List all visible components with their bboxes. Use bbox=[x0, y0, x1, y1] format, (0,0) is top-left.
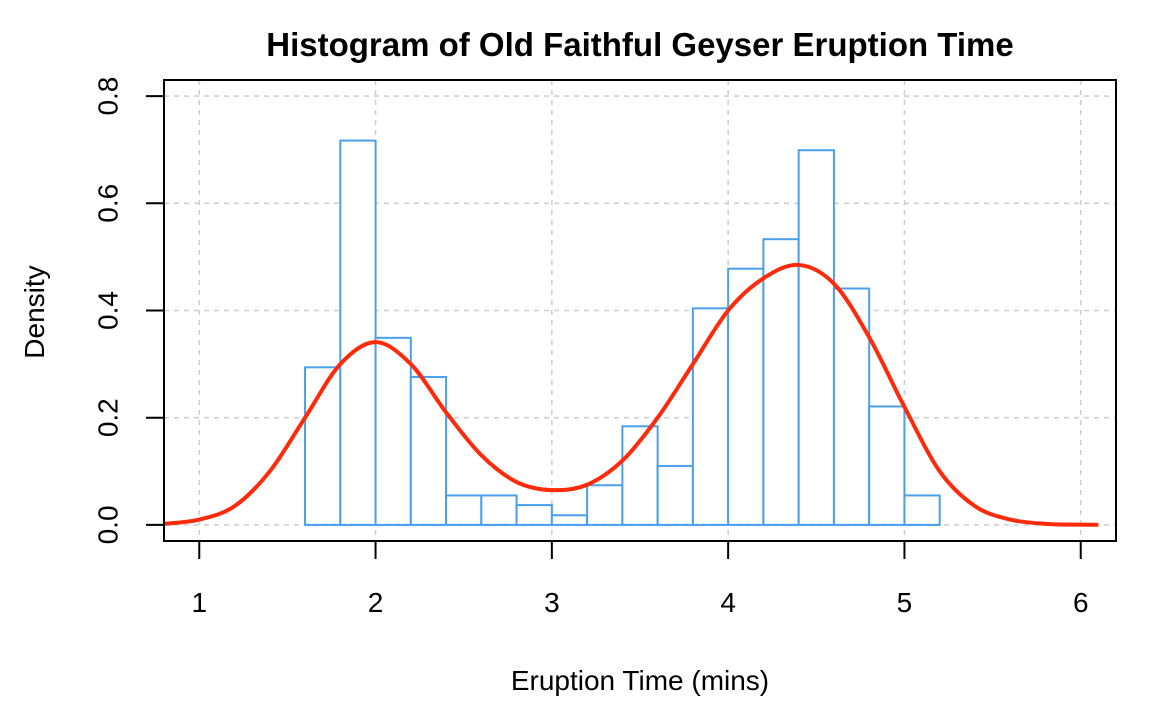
y-axis: 0.0 0.2 0.4 0.6 0.8 bbox=[92, 77, 165, 544]
x-tick-label: 1 bbox=[191, 587, 207, 618]
histogram-bar bbox=[586, 484, 624, 526]
histogram-bar bbox=[409, 375, 448, 526]
histogram-bar bbox=[480, 494, 518, 526]
histogram-bar bbox=[868, 405, 906, 526]
y-tick-label: 0.6 bbox=[92, 184, 123, 223]
y-axis-label: Density bbox=[19, 265, 50, 358]
histogram-bar bbox=[727, 267, 765, 526]
x-tick-label: 6 bbox=[1073, 587, 1089, 618]
histogram-bar bbox=[304, 366, 342, 526]
histogram-bar bbox=[762, 238, 800, 526]
histogram-bars bbox=[304, 139, 941, 526]
y-tick-label: 0.0 bbox=[92, 505, 123, 544]
histogram-bar bbox=[903, 494, 941, 526]
histogram-bar bbox=[797, 149, 835, 526]
histogram-bar bbox=[515, 504, 553, 526]
y-tick-label: 0.2 bbox=[92, 398, 123, 437]
x-axis: 1 2 3 4 5 6 bbox=[191, 540, 1089, 618]
histogram-bar bbox=[832, 287, 871, 526]
chart-title: Histogram of Old Faithful Geyser Eruptio… bbox=[266, 26, 1013, 63]
histogram-bar bbox=[691, 307, 730, 526]
x-tick-label: 4 bbox=[720, 587, 736, 618]
y-tick-label: 0.4 bbox=[92, 291, 123, 330]
histogram-bar bbox=[339, 139, 377, 526]
x-axis-label: Eruption Time (mins) bbox=[511, 665, 769, 696]
histogram-bar bbox=[656, 464, 694, 526]
density-curve-layer bbox=[163, 262, 1099, 527]
x-tick-label: 5 bbox=[897, 587, 913, 618]
histogram-bar bbox=[374, 336, 412, 526]
x-tick-label: 2 bbox=[368, 587, 384, 618]
histogram-bar bbox=[550, 514, 589, 526]
x-tick-label: 3 bbox=[544, 587, 560, 618]
histogram-bar bbox=[445, 494, 483, 526]
density-curve bbox=[163, 262, 1099, 527]
y-tick-label: 0.8 bbox=[92, 77, 123, 116]
